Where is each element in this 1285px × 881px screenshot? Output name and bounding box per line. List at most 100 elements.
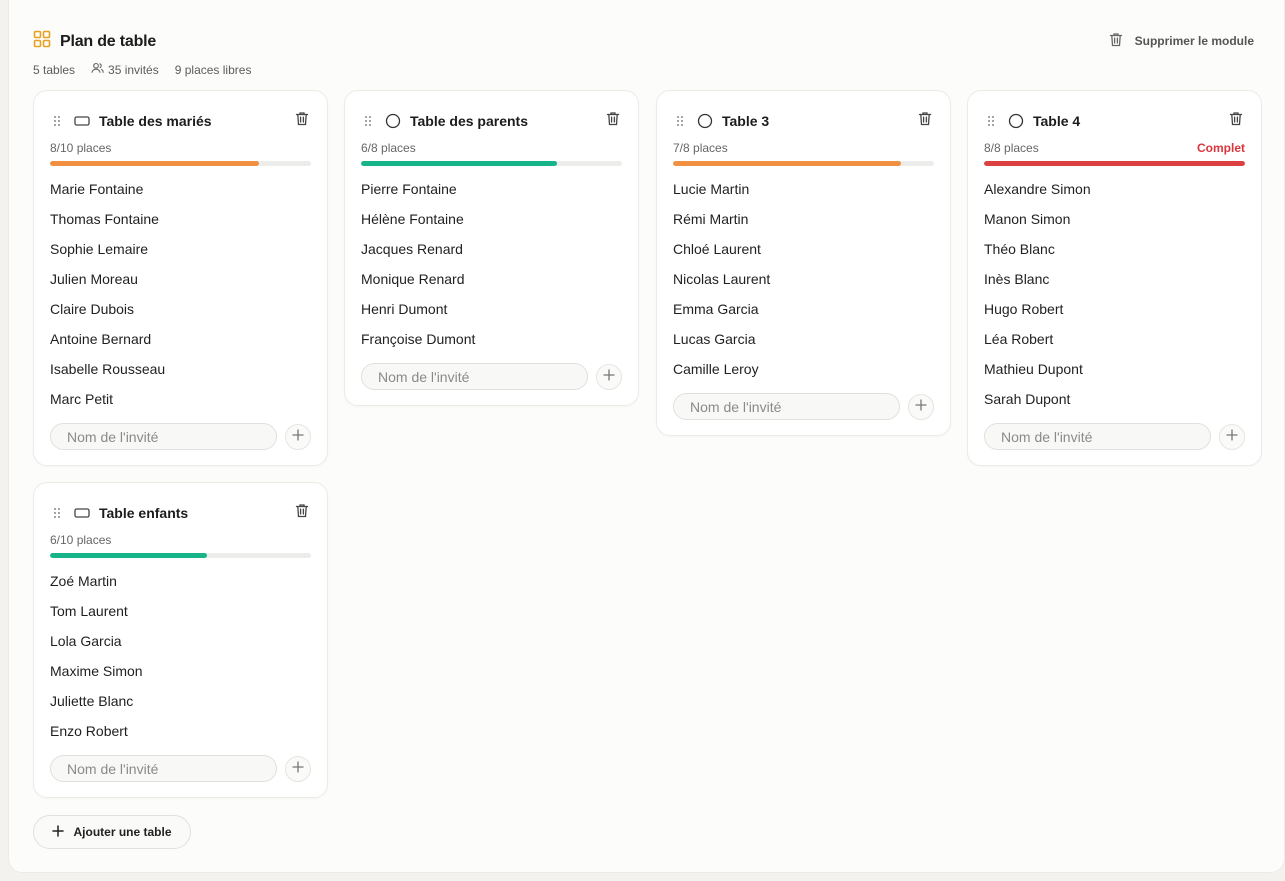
delete-table-button[interactable] — [1227, 112, 1245, 130]
add-guest-button[interactable] — [285, 755, 311, 782]
guest-list: Lucie Martin Rémi Martin Chloé Laurent Nico… — [673, 176, 934, 386]
trash-icon — [1109, 32, 1123, 50]
trash-icon — [918, 111, 932, 131]
trash-icon — [606, 111, 620, 131]
capacity-label: 6/10 places — [50, 533, 112, 547]
capacity-bar — [984, 161, 1245, 166]
drag-handle-icon[interactable] — [361, 114, 375, 128]
delete-module-button[interactable]: Supprimer le module — [1109, 32, 1254, 50]
guest-name: Alexandre Simon — [984, 181, 1091, 197]
delete-table-button[interactable] — [293, 112, 311, 130]
capacity-label: 6/8 places — [361, 141, 416, 155]
guest-name: Pierre Fontaine — [361, 181, 457, 197]
delete-table-button[interactable] — [293, 504, 311, 522]
guest-name: Henri Dumont — [361, 301, 448, 317]
guest-list: Alexandre Simon Manon Simon Théo Blanc Inès… — [984, 176, 1245, 416]
guest-name: Maxime Simon — [50, 663, 143, 679]
table-card: Table 4 8/8 places Complet Alexandre Sim… — [967, 90, 1262, 466]
capacity-bar-fill — [984, 161, 1245, 166]
guest-name: Jacques Renard — [361, 241, 463, 257]
plus-icon — [603, 368, 615, 386]
guest-name: Antoine Bernard — [50, 331, 152, 347]
capacity-bar-fill — [361, 161, 557, 166]
drag-handle-icon[interactable] — [50, 114, 64, 128]
guest-list: Marie Fontaine Thomas Fontaine Sophie Lema… — [50, 176, 311, 416]
capacity-bar-fill — [50, 553, 207, 558]
module-stats: 5 tables 35 invités 9 places libres — [33, 62, 267, 77]
guest-name: Inès Blanc — [984, 271, 1050, 287]
capacity-bar — [673, 161, 934, 166]
capacity-bar — [50, 553, 311, 558]
guest-name: Claire Dubois — [50, 301, 135, 317]
guest-name: Théo Blanc — [984, 241, 1055, 257]
guest-name: Julien Moreau — [50, 271, 138, 287]
guest-name-input[interactable] — [673, 393, 900, 420]
guest-name: Marc Petit — [50, 391, 114, 407]
capacity-bar — [50, 161, 311, 166]
table-card-header: Table 4 — [984, 111, 1245, 131]
guest-name: Lola Garcia — [50, 633, 122, 649]
guest-name: Hélène Fontaine — [361, 211, 464, 227]
table-card-header: Table des mariés — [50, 111, 311, 131]
rectangle-icon — [74, 507, 90, 519]
guest-name-input[interactable] — [50, 755, 277, 782]
trash-icon — [1229, 111, 1243, 131]
trash-icon — [295, 111, 309, 131]
table-name: Table des parents — [410, 113, 529, 129]
plus-icon — [915, 398, 927, 416]
table-name: Table 3 — [722, 113, 770, 129]
add-guest-row — [984, 423, 1245, 450]
guest-name: Lucie Martin — [673, 181, 750, 197]
users-icon — [91, 62, 104, 77]
guest-name: Monique Renard — [361, 271, 465, 287]
guest-name: Lucas Garcia — [673, 331, 756, 347]
add-guest-row — [50, 755, 311, 782]
capacity-label: 8/10 places — [50, 141, 112, 155]
add-guest-button[interactable] — [285, 423, 311, 450]
add-guest-button[interactable] — [596, 363, 622, 390]
guest-name: Isabelle Rousseau — [50, 361, 166, 377]
table-name: Table 4 — [1033, 113, 1081, 129]
seating-plan-module: Plan de table 5 tables 35 invités 9 plac… — [8, 0, 1285, 873]
guest-name: Nicolas Laurent — [673, 271, 771, 287]
delete-module-label: Supprimer le module — [1134, 34, 1254, 48]
capacity-row: 6/8 places — [361, 141, 622, 155]
guest-list: Pierre Fontaine Hélène Fontaine Jacques Re… — [361, 176, 622, 356]
circle-icon — [697, 113, 713, 129]
drag-handle-icon[interactable] — [984, 114, 998, 128]
guest-name-input[interactable] — [361, 363, 588, 390]
guest-name-input[interactable] — [984, 423, 1211, 450]
add-guest-row — [50, 423, 311, 450]
guest-name: Tom Laurent — [50, 603, 128, 619]
status-badge: Complet — [1197, 141, 1245, 155]
table-name: Table enfants — [99, 505, 189, 521]
table-card-header: Table 3 — [673, 111, 934, 131]
trash-icon — [295, 503, 309, 523]
guest-name: Mathieu Dupont — [984, 361, 1083, 377]
rectangle-icon — [74, 115, 90, 127]
add-guest-row — [361, 363, 622, 390]
drag-handle-icon[interactable] — [50, 506, 64, 520]
add-guest-button[interactable] — [908, 393, 934, 420]
circle-icon — [1008, 113, 1024, 129]
plus-icon — [292, 760, 304, 778]
guest-name: Thomas Fontaine — [50, 211, 159, 227]
drag-handle-icon[interactable] — [673, 114, 687, 128]
add-table-button[interactable]: Ajouter une table — [33, 815, 191, 849]
table-name: Table des mariés — [99, 113, 212, 129]
table-card: Table enfants 6/10 places Zoé Martin Tom … — [33, 482, 328, 798]
guest-name: Emma Garcia — [673, 301, 759, 317]
free-places-count: 9 places libres — [174, 62, 252, 77]
table-card: Table des parents 6/8 places Pierre Font… — [344, 90, 639, 406]
module-title: Plan de table — [60, 32, 157, 50]
guest-name: Camille Leroy — [673, 361, 759, 377]
add-guest-button[interactable] — [1219, 423, 1245, 450]
capacity-bar-fill — [50, 161, 259, 166]
plus-icon — [1226, 428, 1238, 446]
delete-table-button[interactable] — [604, 112, 622, 130]
guest-name: Chloé Laurent — [673, 241, 761, 257]
delete-table-button[interactable] — [916, 112, 934, 130]
guest-name-input[interactable] — [50, 423, 277, 450]
guest-name: Léa Robert — [984, 331, 1054, 347]
guest-name: Zoé Martin — [50, 573, 117, 589]
